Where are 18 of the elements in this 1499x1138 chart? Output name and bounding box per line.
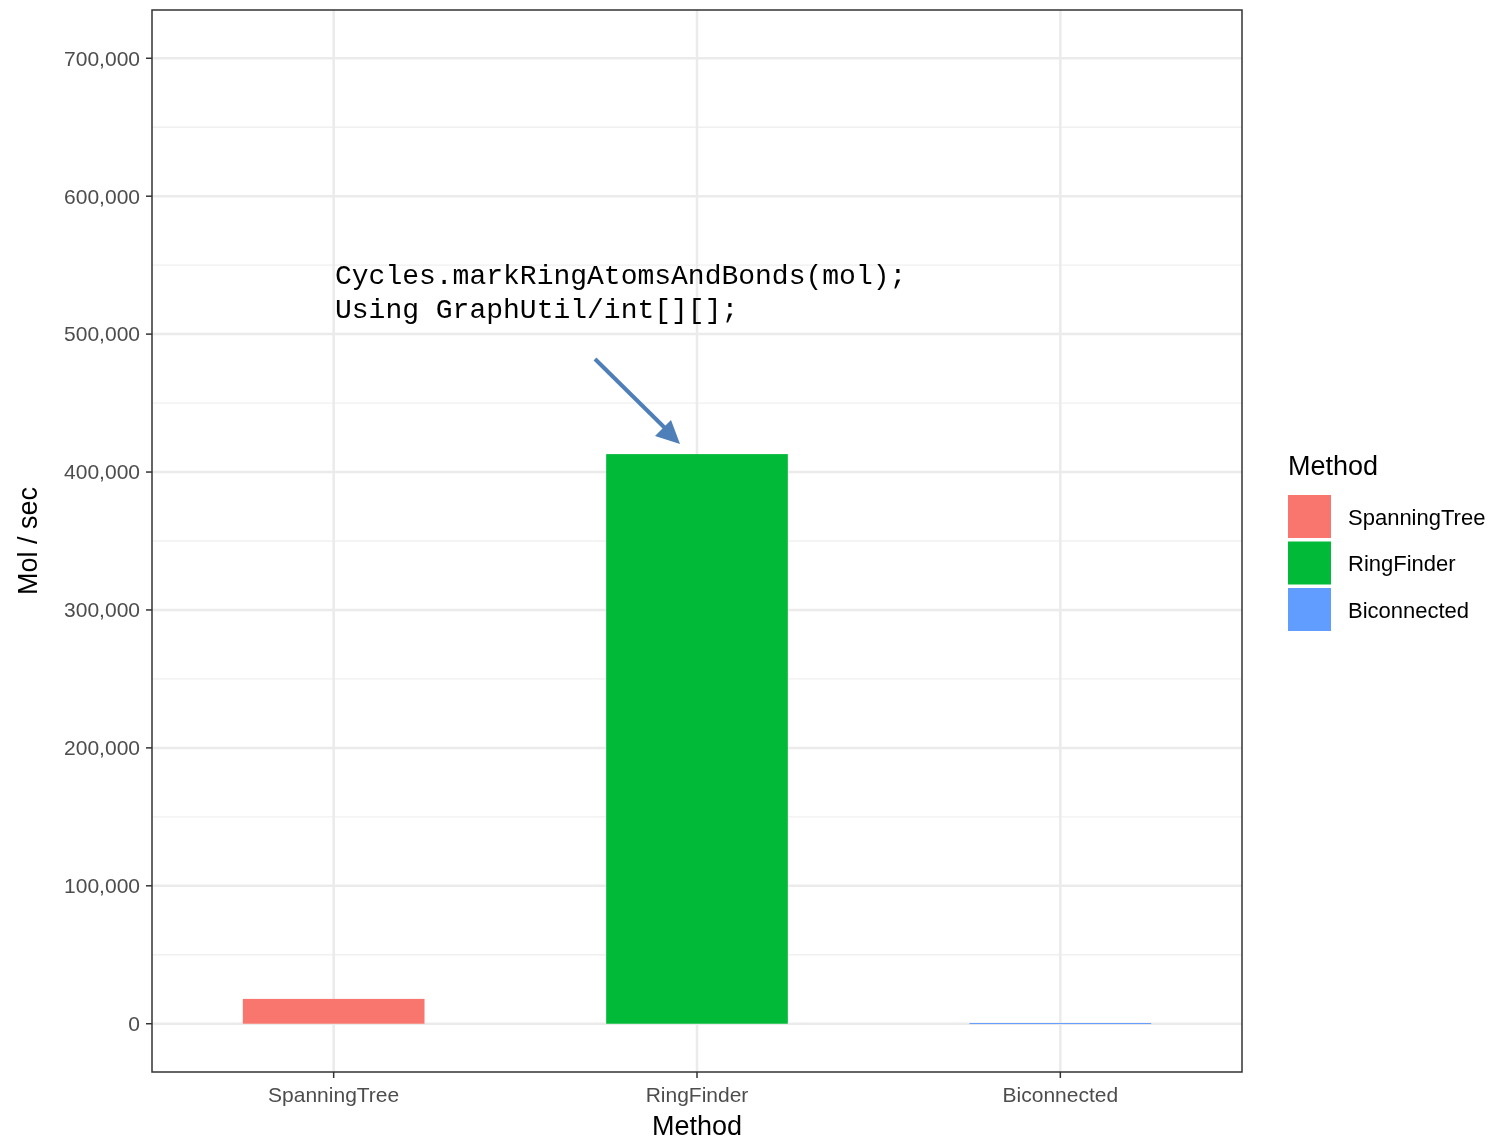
y-tick-label: 400,000 [64, 460, 140, 484]
x-tick-label: SpanningTree [268, 1083, 400, 1106]
y-tick-label: 700,000 [64, 46, 140, 70]
y-tick-label: 100,000 [64, 874, 140, 898]
y-tick-label: 500,000 [64, 322, 140, 346]
annotation: Cycles.markRingAtomsAndBonds(mol); Using GraphUtil/int[][]; [335, 261, 907, 326]
y-axis-title: Mol / sec [13, 486, 43, 596]
y-tick-label: 600,000 [64, 184, 140, 208]
legend-label: RingFinder [1348, 551, 1456, 577]
x-axis-title: Method [651, 1111, 743, 1138]
legend-label: SpanningTree [1348, 504, 1486, 530]
x-tick-label: RingFinder [645, 1083, 749, 1106]
x-tick-label: Biconnected [1002, 1083, 1119, 1106]
y-tick-label: 0 [128, 1012, 140, 1036]
legend-title: Method [1288, 451, 1379, 481]
y-tick-label: 300,000 [64, 598, 140, 622]
legend-label: Biconnected [1348, 597, 1470, 623]
y-tick-label: 200,000 [64, 736, 140, 760]
